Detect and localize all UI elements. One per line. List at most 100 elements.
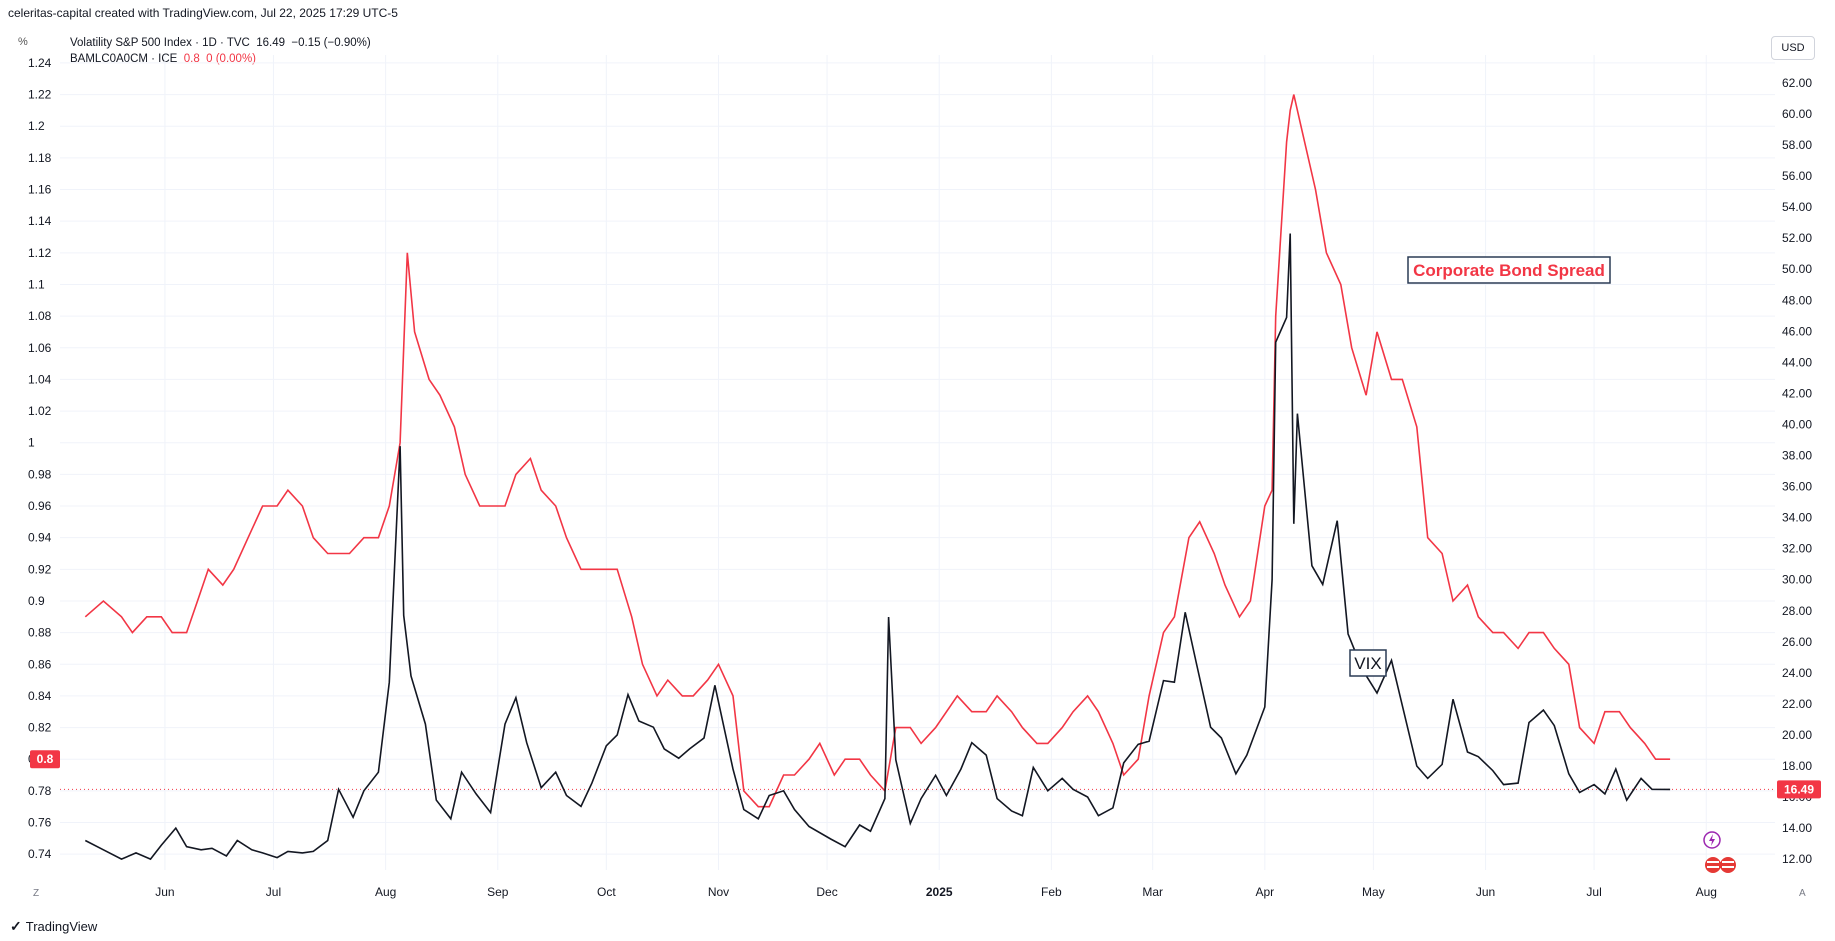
right-last-value-label: 16.49: [1777, 780, 1821, 799]
right-axis-tick: 58.00: [1782, 138, 1812, 152]
x-axis-tick: Mar: [1142, 885, 1163, 899]
x-axis-tick: Oct: [597, 885, 616, 899]
legend-bam-change: 0 (0.00%): [206, 53, 256, 65]
legend-vix-value: 16.49: [256, 37, 285, 49]
x-axis-tick: Jul: [1586, 885, 1601, 899]
x-axis-tick: Dec: [816, 885, 837, 899]
right-axis-tick: 28.00: [1782, 604, 1812, 618]
legend-bam[interactable]: BAMLC0A0CM · ICE 0.8 0 (0.00%): [70, 51, 371, 67]
left-axis-tick: 1.22: [28, 88, 52, 102]
left-axis-tick: 0.9: [28, 594, 45, 608]
x-axis-tick: Aug: [1696, 885, 1717, 899]
right-axis-tick: 14.00: [1782, 821, 1812, 835]
legend-vix-name: Volatility S&P 500 Index · 1D · TVC: [70, 37, 250, 49]
left-axis-tick: 1.16: [28, 183, 52, 197]
right-axis-tick: 40.00: [1782, 417, 1812, 431]
tradingview-brand: ✓ TradingView: [10, 918, 97, 935]
x-axis-tick: Sep: [487, 885, 509, 899]
right-axis: 12.0014.0016.0018.0020.0022.0024.0026.00…: [1782, 76, 1812, 866]
chart-legend: Volatility S&P 500 Index · 1D · TVC 16.4…: [70, 35, 371, 67]
left-axis: 0.74 0.76 0.78 0.8 0.82 0.84 0.86 0.88 0.9 0.92 0.…: [28, 56, 52, 861]
right-axis-tick: 26.00: [1782, 635, 1812, 649]
right-axis-tick: 42.00: [1782, 386, 1812, 400]
x-axis-tick: May: [1362, 885, 1385, 899]
vix-line-points: [85, 233, 1671, 860]
left-axis-tick: 1.02: [28, 404, 52, 418]
right-axis-tick: 32.00: [1782, 542, 1812, 556]
right-axis-tick: 46.00: [1782, 324, 1812, 338]
left-axis-tick: 0.74: [28, 847, 52, 861]
right-axis-tick: 22.00: [1782, 697, 1812, 711]
left-axis-tick: 0.86: [28, 657, 52, 671]
right-axis-tick: 30.00: [1782, 573, 1812, 587]
right-axis-tick: 44.00: [1782, 355, 1812, 369]
legend-bam-name: BAMLC0A0CM · ICE: [70, 53, 178, 65]
x-axis-tick: Jun: [1476, 885, 1495, 899]
spread-line-points: [85, 94, 1671, 807]
left-axis-tick: 1.04: [28, 372, 52, 386]
right-axis-tick: 60.00: [1782, 107, 1812, 121]
left-axis-tick: 1.12: [28, 246, 52, 260]
right-axis-tick: 62.00: [1782, 76, 1812, 90]
percent-scale-button[interactable]: %: [18, 36, 28, 48]
legend-vix[interactable]: Volatility S&P 500 Index · 1D · TVC 16.4…: [70, 35, 371, 51]
x-axis-tick: Aug: [375, 885, 396, 899]
legend-vix-change: −0.15 (−0.90%): [291, 37, 371, 49]
right-axis-tick: 56.00: [1782, 169, 1812, 183]
x-axis-tick: Apr: [1255, 885, 1274, 899]
right-axis-tick: 34.00: [1782, 511, 1812, 525]
corporate-bond-spread-line: [84, 94, 1671, 808]
tradingview-logo-icon: ✓: [10, 918, 22, 934]
left-axis-tick: 0.76: [28, 816, 52, 830]
right-axis-tick: 48.00: [1782, 293, 1812, 307]
lightning-icon[interactable]: [1703, 831, 1721, 849]
x-axis-tick: 2025: [926, 885, 953, 899]
left-last-value-badge: [30, 750, 60, 769]
us-flag-icon[interactable]: [1705, 857, 1736, 873]
x-axis-tick: Nov: [708, 885, 729, 899]
left-axis-tick: 0.84: [28, 689, 52, 703]
left-axis-tick: 0.98: [28, 467, 52, 481]
right-axis-tick: 50.00: [1782, 262, 1812, 276]
x-axis-tick: Feb: [1041, 885, 1062, 899]
right-last-value-badge: [1777, 780, 1821, 799]
right-last-value-text: 16.49: [1784, 782, 1814, 796]
right-axis-tick: 54.00: [1782, 200, 1812, 214]
x-axis-tick: Jun: [155, 885, 174, 899]
left-last-value-label: 0.8: [30, 750, 60, 769]
left-axis-tick: 1.08: [28, 309, 52, 323]
legend-bam-value: 0.8: [183, 53, 200, 65]
left-last-value-text: 0.8: [37, 752, 54, 766]
left-axis-tick: 0.96: [28, 499, 52, 513]
left-axis-tick: 1.2: [28, 119, 45, 133]
right-axis-tick: 36.00: [1782, 480, 1812, 494]
right-axis-tick: 20.00: [1782, 728, 1812, 742]
left-axis-tick: 1.06: [28, 341, 52, 355]
right-axis-tick: 18.00: [1782, 759, 1812, 773]
left-axis-tick: 0.82: [28, 721, 52, 735]
tradingview-brand-text: TradingView: [25, 919, 98, 934]
right-axis-tick: 38.00: [1782, 449, 1812, 463]
auto-scale-button[interactable]: A: [1799, 888, 1806, 899]
left-axis-tick: 1.1: [28, 277, 45, 291]
right-axis-tick: 12.00: [1782, 852, 1812, 866]
currency-button[interactable]: USD: [1771, 36, 1815, 60]
left-axis-tick: 1: [28, 436, 35, 450]
annotation-corporate-bond-spread[interactable]: Corporate Bond Spread: [1407, 256, 1611, 284]
annotation-vix[interactable]: VIX: [1349, 649, 1387, 677]
x-axis-tick: Jul: [266, 885, 281, 899]
annotation-spread-text: Corporate Bond Spread: [1413, 261, 1605, 280]
left-axis-tick: 0.78: [28, 784, 52, 798]
grid-lines: [60, 55, 1775, 870]
timezone-button[interactable]: Z: [33, 888, 40, 899]
annotation-vix-text: VIX: [1354, 654, 1381, 673]
left-axis-tick: 0.94: [28, 531, 52, 545]
vix-line: [84, 233, 1671, 861]
right-axis-tick: 24.00: [1782, 666, 1812, 680]
left-axis-tick: 0.92: [28, 562, 52, 576]
right-axis-tick: 52.00: [1782, 231, 1812, 245]
x-axis: Jun Jul Aug Sep Oct Nov Dec 2025 Feb Mar Apr May Jun…: [155, 885, 1717, 899]
left-axis-tick: 1.14: [28, 214, 52, 228]
left-axis-tick: 1.24: [28, 56, 52, 70]
